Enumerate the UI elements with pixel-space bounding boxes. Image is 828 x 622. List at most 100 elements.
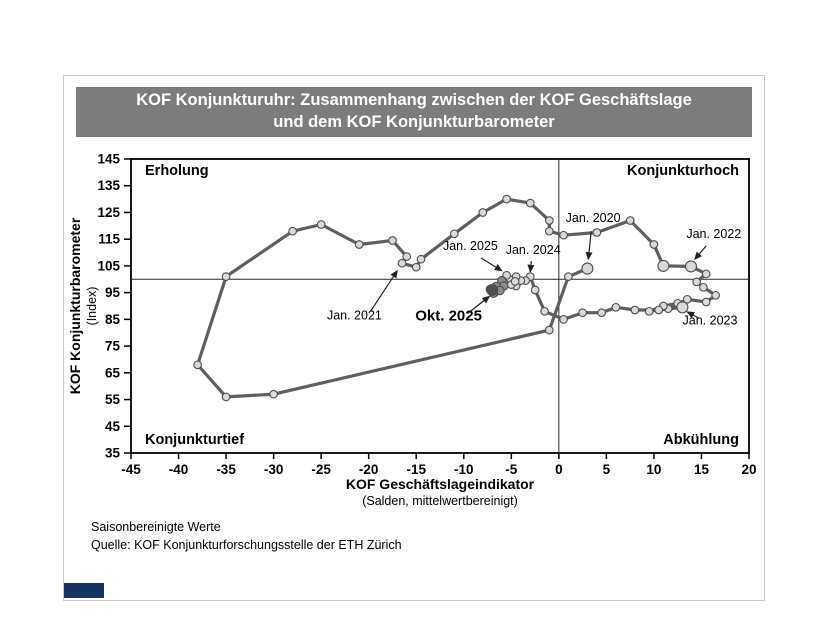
y-tick-label: 115 — [98, 232, 120, 247]
data-point — [402, 252, 412, 261]
data-point — [221, 272, 231, 281]
title-line-2: und dem KOF Konjunkturbarometer — [273, 112, 555, 131]
annotation-label-jan-2022: Jan. 2022 — [686, 227, 741, 241]
x-axis-subtitle: (Salden, mittelwertbereinigt) — [362, 494, 518, 508]
brand-block — [64, 583, 104, 598]
point-jan-2021 — [397, 258, 407, 268]
annotation-label-jan-2025: Jan. 2025 — [443, 239, 498, 253]
quadrant-label-konjunkturtief: Konjunkturtief — [145, 432, 244, 448]
data-point — [288, 226, 297, 236]
annotation-label-okt-2025: Okt. 2025 — [415, 308, 482, 325]
data-point — [525, 198, 535, 208]
quadrant-label-abkuehlung: Abkühlung — [663, 432, 739, 448]
data-point — [544, 216, 554, 225]
footnote-source: Quelle: KOF Konjunkturforschungsstelle d… — [91, 538, 402, 553]
x-tick-label: 20 — [741, 462, 756, 477]
data-point — [682, 294, 692, 304]
annotation-arrow — [694, 245, 707, 260]
data-point — [316, 220, 326, 229]
title-line-1: KOF Konjunkturuhr: Zusammenhang zwischen… — [136, 91, 692, 109]
data-point — [649, 240, 659, 249]
data-point — [701, 269, 711, 279]
data-point — [592, 228, 602, 237]
data-point — [354, 240, 364, 249]
y-tick-label: 95 — [105, 285, 121, 300]
plot-frame — [130, 158, 750, 454]
footnotes: Saisonbereinigte Werte Quelle: KOF Konju… — [91, 518, 402, 554]
y-tick-label: 65 — [105, 365, 121, 380]
annotation-label-jan-2020: Jan. 2020 — [566, 211, 621, 225]
x-tick-label: -10 — [454, 462, 474, 477]
point-jan-2020 — [581, 262, 594, 275]
point-okt-2025 — [486, 284, 499, 296]
x-tick-label: -25 — [311, 462, 331, 477]
y-tick-label: 75 — [105, 339, 121, 354]
title-banner: KOF Konjunkturuhr: Zusammenhang zwischen… — [76, 87, 752, 137]
data-point — [657, 259, 670, 272]
x-tick-label: -15 — [406, 462, 426, 477]
annotation-label-jan-2024: Jan. 2024 — [506, 243, 561, 257]
x-tick-label: -40 — [169, 462, 189, 477]
y-tick-label: 105 — [97, 258, 120, 273]
data-point — [699, 282, 708, 292]
y-tick-label: 125 — [97, 205, 120, 220]
y-tick-label: 85 — [105, 312, 121, 327]
data-point — [193, 360, 202, 370]
x-tick-label: 0 — [555, 462, 563, 477]
quadrant-label-erholung: Erholung — [145, 163, 209, 179]
annotation-arrow — [370, 269, 398, 312]
x-tick-label: 15 — [694, 462, 710, 477]
data-point — [269, 389, 278, 399]
data-point — [530, 285, 540, 295]
data-point — [478, 208, 488, 217]
data-point — [711, 290, 721, 300]
point-jan-2023 — [676, 301, 689, 314]
data-point — [544, 226, 554, 236]
y-tick-label: 55 — [105, 392, 121, 407]
data-point — [644, 306, 654, 316]
y-axis-subtitle: (Index) — [85, 287, 99, 326]
x-axis-title: KOF Geschäftslageindikator — [346, 476, 535, 492]
x-tick-label: -45 — [121, 462, 141, 477]
data-point — [221, 392, 231, 402]
data-point — [692, 277, 702, 287]
data-point — [559, 315, 568, 324]
y-tick-label: 45 — [105, 419, 121, 434]
x-tick-label: 10 — [646, 462, 661, 477]
data-point — [654, 305, 664, 315]
annotation-label-jan-2023: Jan. 2023 — [683, 314, 738, 328]
data-point — [578, 308, 587, 318]
x-tick-label: 5 — [603, 462, 611, 477]
annotation-arrow — [527, 261, 535, 273]
annotation-arrow — [480, 257, 503, 272]
annotation-label-jan-2021: Jan. 2021 — [327, 308, 382, 322]
data-point — [449, 229, 459, 239]
annotation-arrow — [585, 231, 593, 261]
footnote-seasonal: Saisonbereinigte Werte — [91, 520, 221, 534]
data-point — [502, 194, 511, 204]
annotation-arrow — [686, 311, 699, 319]
data-point — [611, 302, 621, 312]
konjunkturuhr-chart: -45 -40 -35 -30 -25 -20 -15 -10 -5 0 5 10 15 20 35 45 55… — [67, 152, 757, 509]
y-tick-label: 135 — [97, 178, 120, 193]
data-point — [544, 325, 554, 335]
x-tick-label: -30 — [264, 462, 284, 477]
x-tick-label: -5 — [505, 462, 517, 477]
data-point — [597, 308, 606, 318]
y-tick-label: 35 — [105, 446, 121, 461]
data-point — [625, 216, 635, 225]
data-point — [411, 262, 421, 272]
data-point — [630, 305, 640, 315]
data-point — [416, 254, 426, 264]
chart-card: KOF Konjunkturuhr: Zusammenhang zwischen… — [63, 75, 765, 601]
data-point — [388, 236, 397, 245]
x-tick-label: -35 — [216, 462, 236, 477]
data-point — [540, 306, 549, 316]
chart-container: -45 -40 -35 -30 -25 -20 -15 -10 -5 0 5 10 15 20 35 45 55… — [65, 143, 765, 513]
data-point — [559, 230, 568, 240]
y-axis-title: KOF Konjunkturbarometer — [67, 217, 83, 394]
point-jan-2022 — [684, 260, 698, 273]
data-point — [510, 277, 520, 286]
data-point — [564, 272, 573, 281]
quadrant-label-konjunkturhoch: Konjunkturhoch — [627, 163, 739, 179]
